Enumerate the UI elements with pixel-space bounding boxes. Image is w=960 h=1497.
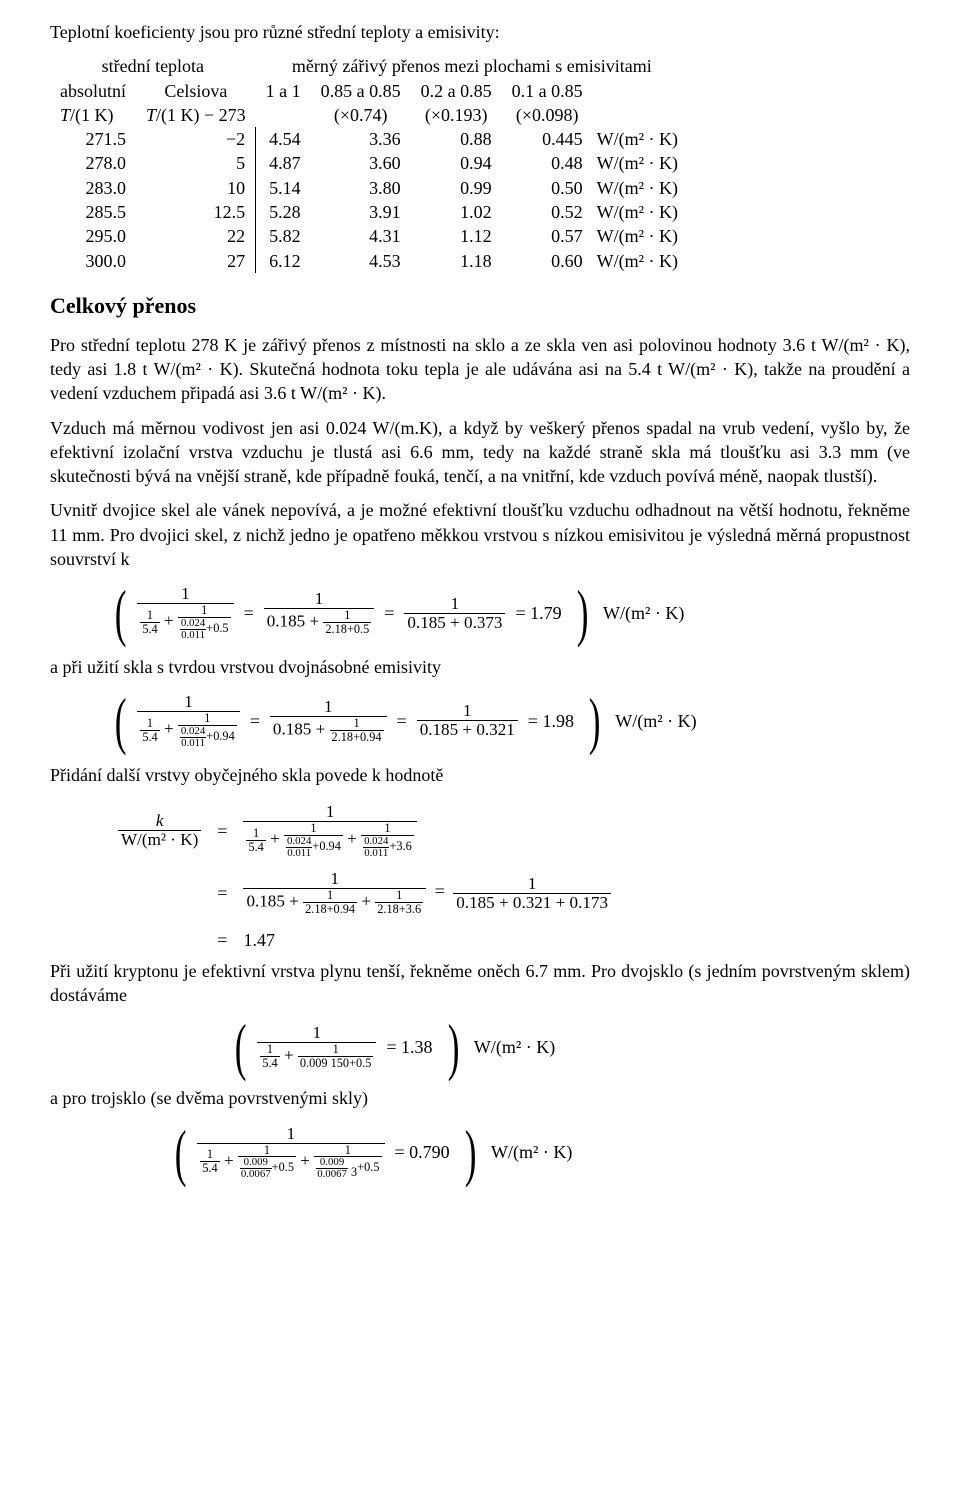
equation-krypton-double: ( 1 15.4 + 10.009 150+0.5 = 1.38 ) W/(m²… [230, 1021, 910, 1072]
cell: 295.0 [50, 224, 136, 248]
intro-paragraph: Teplotní koeficienty jsou pro různé stře… [50, 20, 910, 44]
cell: 271.5 [50, 127, 136, 151]
cell: 278.0 [50, 151, 136, 175]
paragraph-air-1: Vzduch má měrnou vodivost jen asi 0.024 … [50, 416, 910, 489]
row2-left1-suffix: /(1 K) [70, 105, 114, 125]
mult-1: (×0.193) [411, 103, 502, 127]
cell: 4.54 [256, 127, 311, 151]
row2-left2-suffix: /(1 K) − 273 [156, 105, 246, 125]
cell: 0.52 [502, 200, 593, 224]
table-row: 271.5 −2 4.54 3.36 0.88 0.445 W/(m² · K) [50, 127, 688, 151]
table-row: 295.0 22 5.82 4.31 1.12 0.57 W/(m² · K) [50, 224, 688, 248]
hdr-temp: střední teplota [50, 54, 256, 78]
cell: 3.91 [311, 200, 411, 224]
cell: 4.31 [311, 224, 411, 248]
paragraph-between-1: a při užití skla s tvrdou vrstvou dvojná… [50, 655, 910, 679]
paragraph-trojsklo: a pro trojsklo (se dvěma povrstvenými sk… [50, 1086, 910, 1110]
hdr-emiss-2: 0.2 a 0.85 [411, 79, 502, 103]
table-row: 283.0 10 5.14 3.80 0.99 0.50 W/(m² · K) [50, 176, 688, 200]
cell: 5 [136, 151, 256, 175]
cell: 6.12 [256, 249, 311, 273]
mult-0: (×0.74) [311, 103, 411, 127]
paragraph-krypton: Při užití kryptonu je efektivní vrstva p… [50, 959, 910, 1008]
page-number: 3 [348, 1165, 357, 1179]
paragraph-air-2: Uvnitř dvojice skel ale vánek nepovívá, … [50, 498, 910, 571]
hdr-emiss-0: 1 a 1 [256, 79, 311, 103]
heading-total: Celkový přenos [50, 291, 910, 321]
cell: 3.60 [311, 151, 411, 175]
equation-krypton-triple: ( 1 15.4 + 1 0.0090.0067+0.5 + 1 0.0090.… [170, 1125, 910, 1181]
cell: 4.87 [256, 151, 311, 175]
cell-unit: W/(m² · K) [593, 224, 688, 248]
cell: 5.82 [256, 224, 311, 248]
cell: 5.28 [256, 200, 311, 224]
cell: 4.53 [311, 249, 411, 273]
cell-unit: W/(m² · K) [593, 127, 688, 151]
cell: 1.12 [411, 224, 502, 248]
cell: 27 [136, 249, 256, 273]
table-row: 278.0 5 4.87 3.60 0.94 0.48 W/(m² · K) [50, 151, 688, 175]
cell-unit: W/(m² · K) [593, 151, 688, 175]
cell: 22 [136, 224, 256, 248]
table-row: 300.0 27 6.12 4.53 1.18 0.60 W/(m² · K) [50, 249, 688, 273]
equation-hard-coating: ( 1 15.4 + 1 0.0240.011+0.94 = 1 0.185 +… [110, 693, 910, 749]
hdr-emiss-3: 0.1 a 0.85 [502, 79, 593, 103]
cell: 0.445 [502, 127, 593, 151]
cell: 0.50 [502, 176, 593, 200]
table-row: 285.5 12.5 5.28 3.91 1.02 0.52 W/(m² · K… [50, 200, 688, 224]
cell: 0.88 [411, 127, 502, 151]
cell: 0.99 [411, 176, 502, 200]
cell: 10 [136, 176, 256, 200]
cell: −2 [136, 127, 256, 151]
cell-unit: W/(m² · K) [593, 200, 688, 224]
coefficients-table: střední teplota měrný zářivý přenos mezi… [50, 54, 910, 273]
hdr-emiss-1: 0.85 a 0.85 [311, 79, 411, 103]
cell: 0.94 [411, 151, 502, 175]
hdr-absolute: absolutní [50, 79, 136, 103]
cell: 1.18 [411, 249, 502, 273]
cell: 3.80 [311, 176, 411, 200]
paragraph-after-h2: Pro střední teplotu 278 K je zářivý přen… [50, 333, 910, 406]
equation-triple-glass: kW/(m² · K) = 1 15.4 + 1 0.0240.011+0.94… [110, 797, 619, 959]
cell: 300.0 [50, 249, 136, 273]
cell: 285.5 [50, 200, 136, 224]
cell-unit: W/(m² · K) [593, 249, 688, 273]
paragraph-between-2: Přidání další vrstvy obyčejného skla pov… [50, 763, 910, 787]
equation-soft-coating: ( 1 15.4 + 1 0.0240.011+0.5 = 1 0.185 + … [110, 585, 910, 641]
mult-2: (×0.098) [502, 103, 593, 127]
cell-unit: W/(m² · K) [593, 176, 688, 200]
cell: 0.60 [502, 249, 593, 273]
cell: 283.0 [50, 176, 136, 200]
cell: 5.14 [256, 176, 311, 200]
hdr-celsius: Celsiova [136, 79, 256, 103]
cell: 3.36 [311, 127, 411, 151]
cell: 1.02 [411, 200, 502, 224]
hdr-transfer: měrný zářivý přenos mezi plochami s emis… [256, 54, 688, 78]
cell: 12.5 [136, 200, 256, 224]
cell: 0.48 [502, 151, 593, 175]
cell: 0.57 [502, 224, 593, 248]
